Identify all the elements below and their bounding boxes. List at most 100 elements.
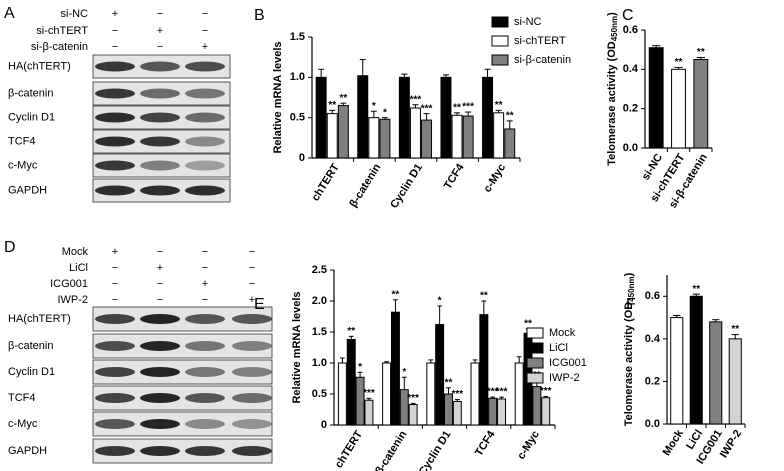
significance: *** bbox=[540, 386, 552, 397]
protein-label: GAPDH bbox=[8, 184, 47, 196]
panel-label: A bbox=[4, 5, 15, 22]
blot-band bbox=[140, 112, 180, 123]
bar bbox=[693, 59, 709, 149]
bar bbox=[541, 397, 551, 426]
bar bbox=[337, 362, 347, 426]
significance: ** bbox=[480, 291, 488, 302]
bar bbox=[390, 311, 400, 426]
treatment-label: ICG001 bbox=[50, 278, 88, 290]
legend-label: LiCl bbox=[549, 342, 568, 354]
treatment-mark: − bbox=[249, 278, 255, 290]
treatment-mark: − bbox=[112, 278, 118, 290]
protein-label: TCF4 bbox=[8, 392, 36, 404]
treatment-mark: − bbox=[112, 294, 118, 306]
bar bbox=[426, 362, 436, 426]
y-axis-label-sub: 450nm bbox=[610, 16, 619, 41]
treatment-mark: − bbox=[202, 294, 208, 306]
y-axis-label-text: Relative mRNA levels bbox=[291, 291, 303, 403]
legend-swatch bbox=[491, 54, 509, 66]
blot-band bbox=[140, 314, 180, 324]
blot-band bbox=[232, 314, 272, 324]
x-tick-label: Cyclin D1 bbox=[417, 429, 454, 471]
treatment-mark: + bbox=[157, 25, 163, 37]
blot-band bbox=[95, 160, 135, 171]
panel-label: C bbox=[622, 7, 634, 24]
legend-swatch bbox=[526, 372, 544, 384]
legend-label: Mock bbox=[549, 327, 576, 339]
y-axis-label-text: Relative mRNA levels bbox=[272, 41, 284, 153]
bar bbox=[444, 393, 453, 426]
y-tick-label: 0.4 bbox=[623, 63, 639, 75]
legend-label: si-chTERT bbox=[514, 35, 566, 47]
blot-band bbox=[185, 393, 225, 403]
treatment-mark: − bbox=[202, 262, 208, 274]
blot-band bbox=[140, 160, 180, 171]
legend-swatch bbox=[491, 16, 509, 28]
treatment-label: Mock bbox=[62, 246, 89, 258]
treatment-mark: + bbox=[249, 294, 255, 306]
y-axis-label: Relative mRNA levels bbox=[291, 291, 303, 403]
significance: ** bbox=[506, 111, 514, 122]
treatment-mark: − bbox=[112, 25, 118, 37]
treatment-mark: + bbox=[157, 262, 163, 274]
significance: * bbox=[438, 296, 442, 307]
blot-band bbox=[140, 88, 180, 99]
treatment-mark: + bbox=[112, 8, 118, 20]
blot-band bbox=[140, 393, 180, 403]
panel-label: E bbox=[254, 296, 265, 313]
y-axis-label: Telomerase activity (OD450nm) bbox=[623, 272, 636, 426]
y-tick-label: 0.0 bbox=[645, 418, 660, 430]
bar bbox=[379, 118, 391, 159]
significance: ** bbox=[392, 289, 400, 300]
treatment-mark: + bbox=[202, 41, 208, 53]
bar bbox=[451, 114, 463, 159]
y-axis-label-end: ) bbox=[623, 272, 635, 276]
significance: * bbox=[372, 101, 376, 112]
bar bbox=[398, 76, 410, 159]
bar bbox=[671, 68, 686, 149]
treatment-label: IWP-2 bbox=[57, 294, 88, 306]
legend-swatch bbox=[491, 35, 509, 47]
bar bbox=[532, 386, 542, 426]
bar bbox=[355, 376, 365, 426]
treatment-label: si-β-catenin bbox=[31, 41, 88, 53]
treatment-mark: + bbox=[202, 278, 208, 290]
significance: *** bbox=[410, 94, 422, 105]
x-tick-label: chTERT bbox=[310, 162, 342, 204]
x-tick-label: c-Myc bbox=[482, 162, 509, 195]
bar bbox=[689, 295, 703, 425]
y-tick-label: 0.4 bbox=[645, 333, 661, 345]
significance: ** bbox=[445, 377, 453, 388]
blot-band bbox=[185, 446, 225, 456]
blot-band bbox=[95, 446, 135, 456]
treatment-mark: − bbox=[249, 262, 255, 274]
bar bbox=[728, 338, 742, 425]
bar bbox=[408, 404, 418, 426]
blot-band bbox=[140, 136, 180, 147]
y-tick-label: 0.6 bbox=[645, 290, 660, 302]
y-tick-label: 0.5 bbox=[290, 112, 305, 124]
blot-band bbox=[185, 314, 225, 324]
significance: ** bbox=[453, 102, 461, 113]
blot-band bbox=[185, 136, 225, 147]
blot-band bbox=[140, 419, 180, 429]
panel-label: D bbox=[4, 239, 16, 256]
treatment-mark: − bbox=[157, 278, 163, 290]
panel-label: B bbox=[254, 7, 265, 24]
x-tick-label: c-Myc bbox=[515, 429, 542, 462]
blot-band bbox=[95, 112, 135, 123]
protein-label: c-Myc bbox=[8, 159, 38, 171]
blot-band bbox=[95, 393, 135, 403]
blot-band bbox=[140, 185, 180, 196]
blot-band bbox=[95, 419, 135, 429]
bar bbox=[326, 113, 338, 159]
significance: * bbox=[383, 107, 387, 118]
y-tick-label: 2.0 bbox=[312, 295, 327, 307]
blot-band bbox=[232, 446, 272, 456]
bar bbox=[709, 321, 723, 425]
blot-band bbox=[140, 61, 180, 72]
protein-label: Cyclin D1 bbox=[8, 366, 55, 378]
bar bbox=[357, 75, 369, 159]
x-tick-label: β-catenin bbox=[347, 162, 383, 210]
